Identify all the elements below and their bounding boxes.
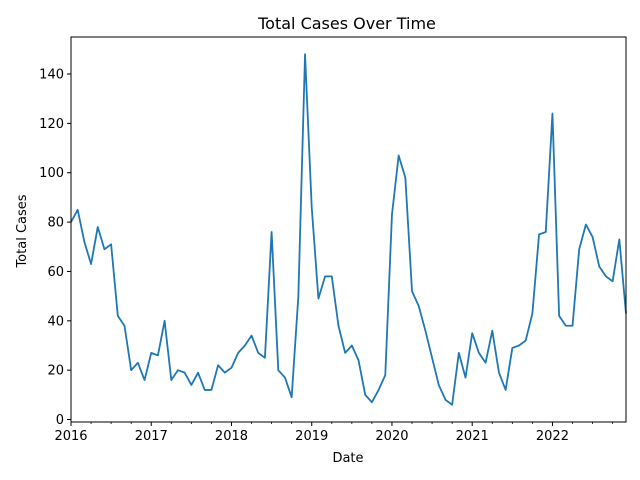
chart-title: Total Cases Over Time (257, 14, 436, 33)
x-axis-title: Date (332, 451, 363, 466)
x-tick-label: 2017 (135, 429, 168, 444)
x-tick-label: 2016 (54, 429, 87, 444)
y-axis: 0 20 40 60 80 100 120 140 (39, 68, 71, 428)
x-tick-label: 2021 (456, 429, 489, 444)
y-tick-label: 80 (47, 216, 64, 231)
y-tick-label: 0 (56, 413, 64, 428)
plot-frame (70, 36, 627, 423)
x-tick-label: 2020 (375, 429, 408, 444)
y-tick-label: 140 (39, 68, 64, 83)
y-tick-label: 20 (47, 364, 64, 379)
y-tick-label: 40 (47, 314, 64, 329)
x-tick-label: 2022 (536, 429, 569, 444)
y-tick-label: 60 (47, 265, 64, 280)
x-tick-label: 2018 (215, 429, 248, 444)
series-line-0 (70, 53, 627, 406)
x-tick-label: 2019 (295, 429, 328, 444)
y-axis-title: Total Cases (15, 194, 30, 268)
y-tick-label: 100 (39, 166, 64, 181)
y-tick-label: 120 (39, 117, 64, 132)
plot-area (70, 53, 627, 406)
